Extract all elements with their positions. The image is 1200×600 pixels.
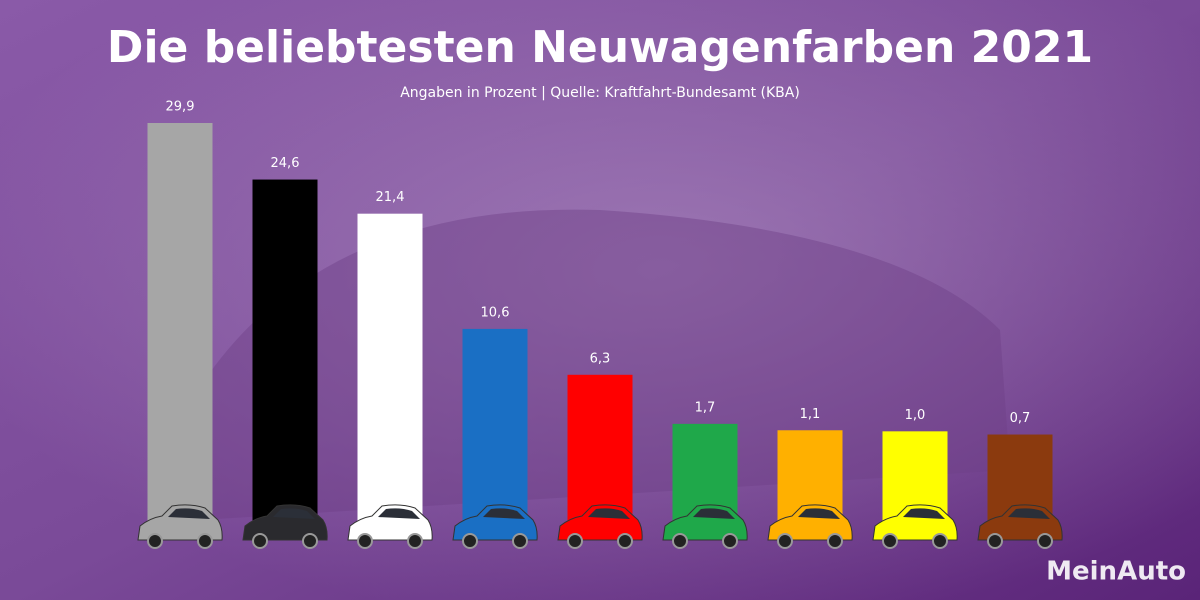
car-wheel — [932, 533, 948, 549]
car-wheel — [722, 533, 738, 549]
value-label: 29,9 — [166, 100, 195, 115]
car-window — [798, 508, 840, 519]
car-window — [378, 508, 420, 519]
value-label: 1,7 — [695, 400, 716, 415]
car-wheel — [672, 533, 688, 549]
value-label: 24,6 — [271, 156, 300, 171]
value-label: 10,6 — [481, 305, 510, 320]
bar — [357, 213, 423, 541]
car-wheel — [302, 533, 318, 549]
car-wheel — [197, 533, 213, 549]
car-wheel — [987, 533, 1003, 549]
chart-subtitle: Angaben in Prozent | Quelle: Kraftfahrt-… — [400, 85, 800, 101]
car-wheel — [357, 533, 373, 549]
car-window — [483, 508, 525, 519]
car-window — [693, 508, 735, 519]
car-window — [588, 508, 630, 519]
car-window — [903, 508, 945, 519]
value-label: 1,0 — [905, 408, 926, 423]
car-wheel — [147, 533, 163, 549]
value-label: 1,1 — [800, 407, 821, 422]
car-wheel — [777, 533, 793, 549]
bars: 29,9 24,6 21,4 10,6 6,3 1,7 1,1 1,0 0,7 — [137, 100, 1063, 549]
bar — [147, 123, 213, 540]
car-wheel — [1037, 533, 1053, 549]
car-wheel — [462, 533, 478, 549]
car-wheel — [617, 533, 633, 549]
chart-title: Die beliebtesten Neuwagenfarben 2021 — [107, 22, 1093, 73]
value-label: 0,7 — [1010, 411, 1031, 426]
car-wheel — [567, 533, 583, 549]
value-label: 21,4 — [376, 190, 405, 205]
car-wheel — [512, 533, 528, 549]
watermark: MeinAuto — [1046, 557, 1186, 587]
car-wheel — [827, 533, 843, 549]
car-wheel — [407, 533, 423, 549]
car-window — [168, 508, 210, 519]
car-wheel — [252, 533, 268, 549]
value-label: 6,3 — [590, 351, 611, 366]
car-window — [273, 508, 315, 519]
bar — [252, 179, 318, 540]
car-wheel — [882, 533, 898, 549]
car-window — [1008, 508, 1050, 519]
